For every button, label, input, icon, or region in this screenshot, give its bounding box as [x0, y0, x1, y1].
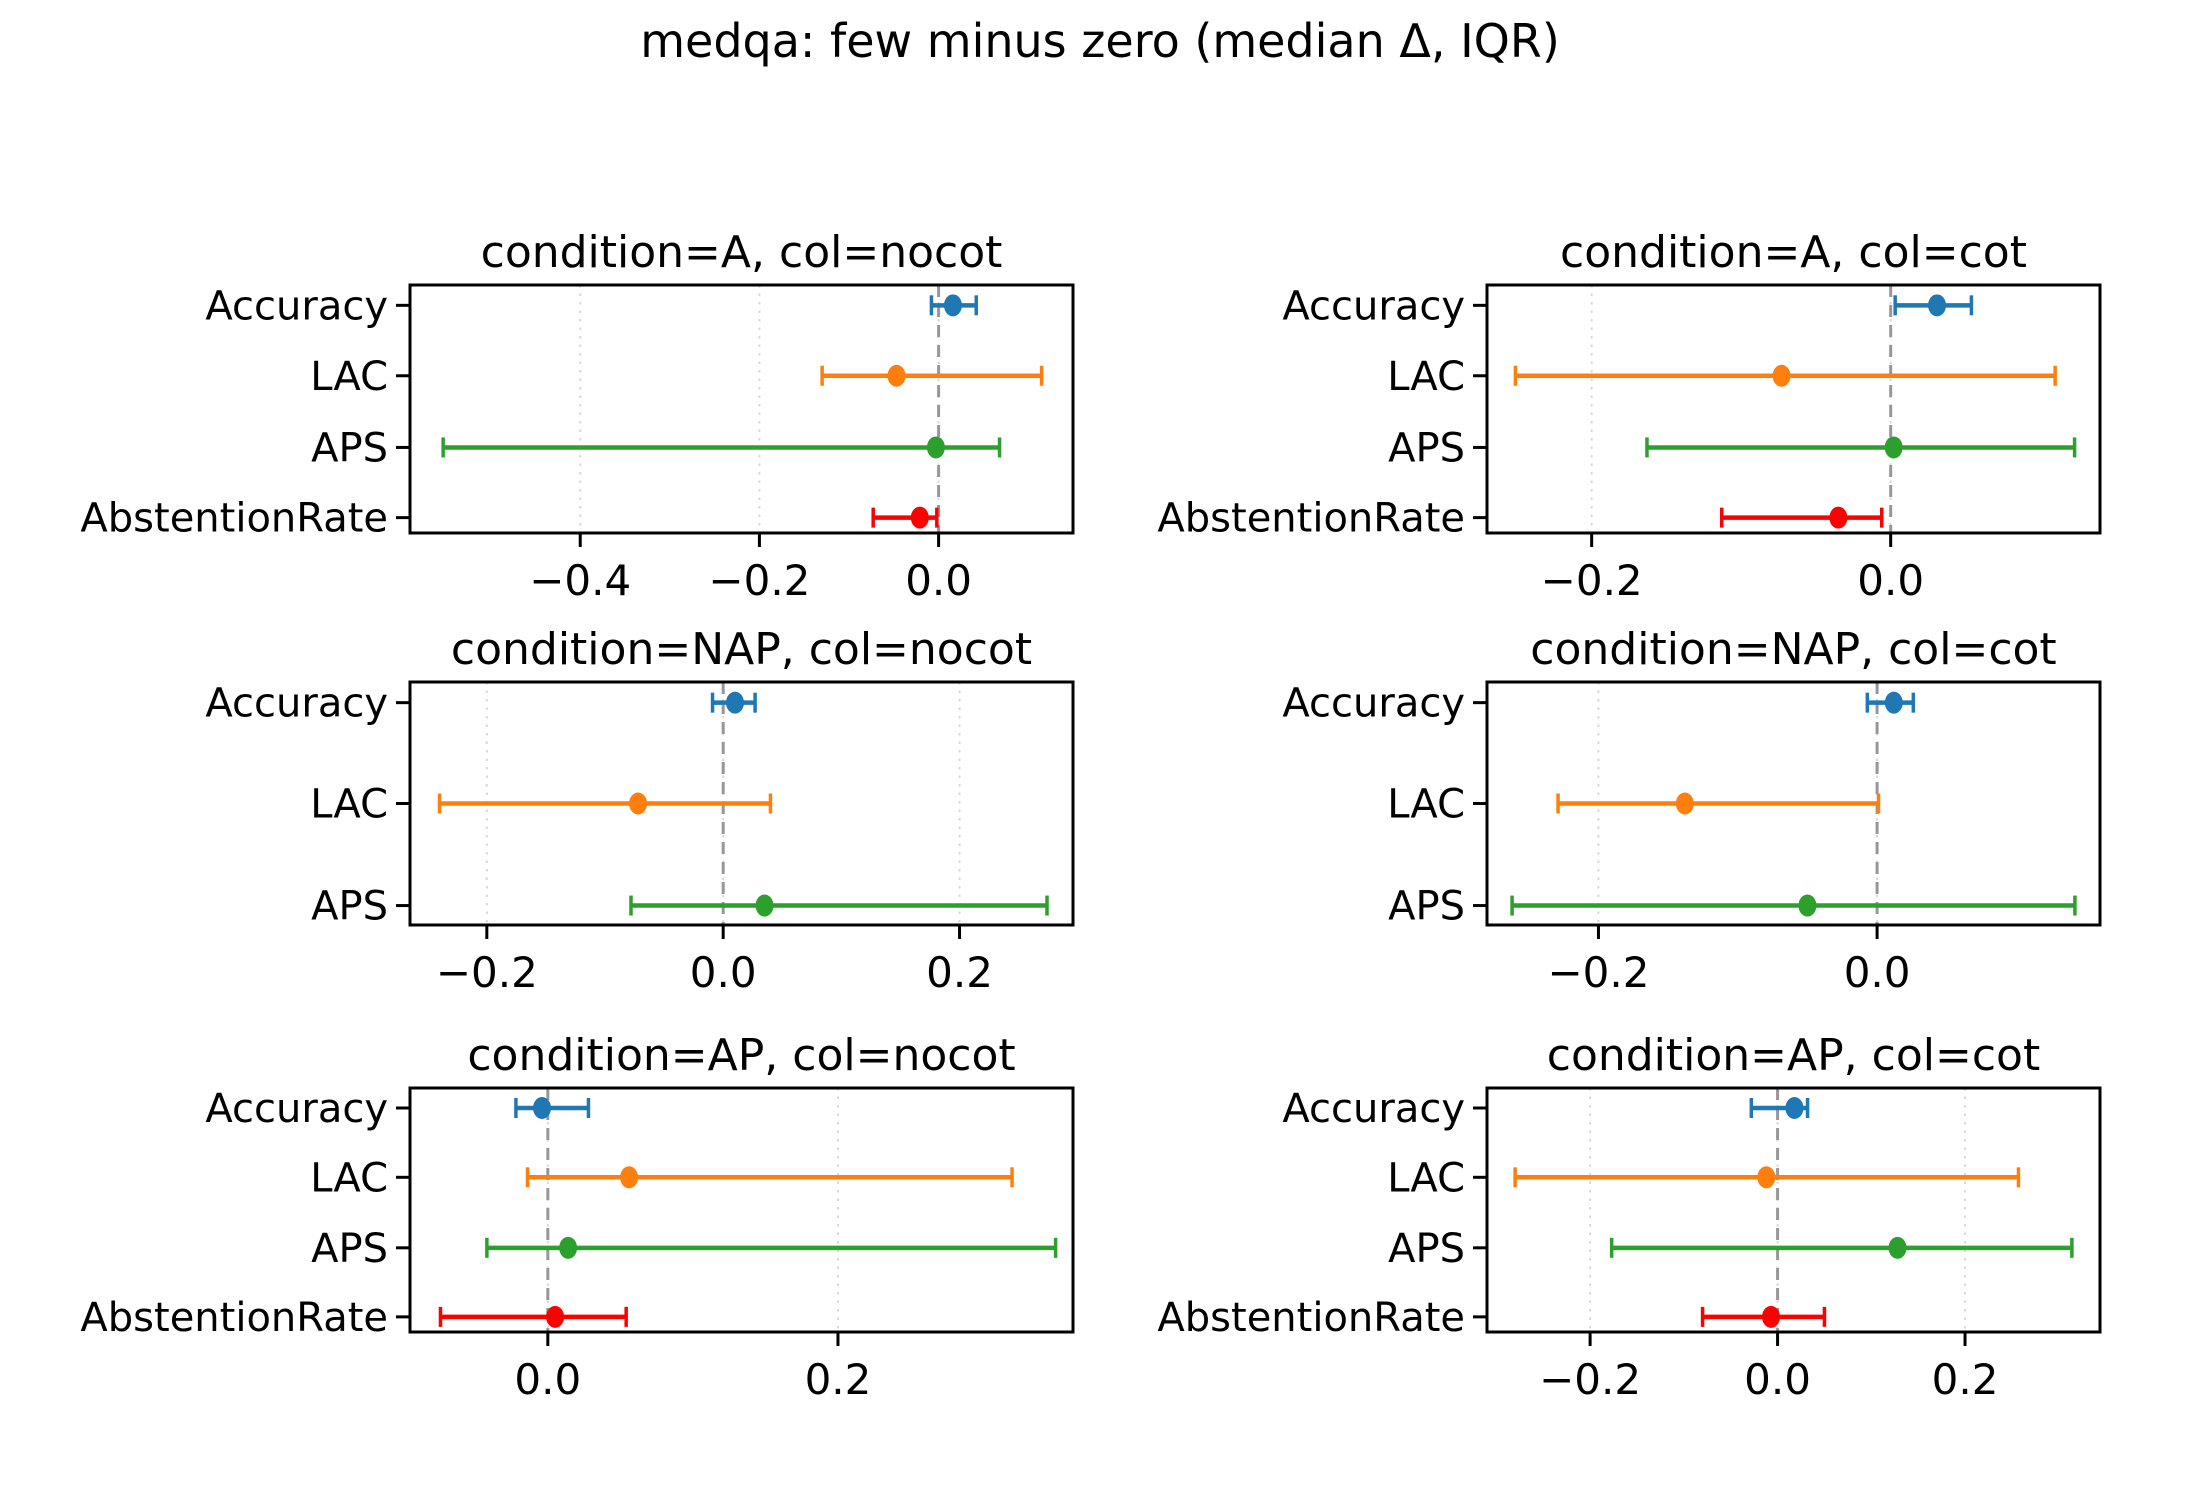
median-marker — [1829, 506, 1848, 529]
x-tick-label: 0.0 — [690, 948, 757, 997]
y-tick-label: AbstentionRate — [1157, 496, 1465, 542]
median-marker — [559, 1236, 578, 1259]
y-tick-label: Accuracy — [1282, 681, 1465, 727]
y-tick-label: LAC — [1387, 354, 1465, 400]
median-marker — [887, 364, 906, 387]
y-tick-label: Accuracy — [205, 283, 388, 329]
median-marker — [1884, 436, 1903, 459]
x-tick-label: −0.2 — [436, 948, 538, 997]
y-tick-label: APS — [311, 1226, 388, 1272]
panel-title: condition=A, col=nocot — [481, 227, 1003, 278]
y-tick-label: LAC — [310, 1155, 388, 1201]
x-tick-label: 0.2 — [926, 948, 993, 997]
y-tick-label: Accuracy — [1282, 283, 1465, 329]
median-marker — [726, 691, 744, 714]
x-tick-label: 0.0 — [514, 1355, 581, 1404]
x-tick-label: 0.2 — [805, 1355, 872, 1404]
y-tick-label: APS — [311, 425, 388, 471]
y-tick-label: APS — [1388, 425, 1465, 471]
y-tick-label: Accuracy — [1282, 1086, 1465, 1132]
panel-title: condition=NAP, col=cot — [1530, 624, 2056, 675]
median-marker — [1675, 792, 1694, 815]
y-tick-label: AbstentionRate — [1157, 1295, 1465, 1341]
y-tick-label: LAC — [310, 354, 388, 400]
median-marker — [1772, 364, 1791, 387]
axes-box — [408, 283, 1075, 535]
median-marker — [755, 894, 774, 917]
x-tick-label: 0.0 — [1844, 948, 1911, 997]
median-marker — [629, 792, 648, 815]
x-tick-label: 0.2 — [1932, 1355, 1999, 1404]
median-marker — [546, 1305, 565, 1328]
median-marker — [1884, 691, 1903, 714]
x-tick-label: −0.4 — [529, 556, 631, 605]
median-marker — [926, 436, 945, 459]
axes-box — [1485, 1086, 2102, 1334]
panel-title: condition=A, col=cot — [1560, 227, 2027, 278]
y-tick-label: Accuracy — [205, 681, 388, 727]
axes-box — [408, 680, 1075, 927]
median-marker — [1928, 294, 1947, 317]
panel-title: condition=AP, col=cot — [1547, 1030, 2040, 1081]
x-tick-label: 0.0 — [905, 556, 972, 605]
y-tick-label: APS — [311, 884, 388, 930]
x-tick-label: 0.0 — [1857, 556, 1924, 605]
median-marker — [1757, 1166, 1776, 1189]
median-marker — [1762, 1305, 1781, 1328]
median-marker — [1888, 1236, 1907, 1259]
y-tick-label: APS — [1388, 884, 1465, 930]
x-tick-label: −0.2 — [1547, 948, 1649, 997]
median-marker — [910, 506, 929, 529]
median-marker — [1798, 894, 1817, 917]
median-marker — [943, 294, 962, 317]
median-marker — [1785, 1097, 1804, 1120]
panel-title: condition=NAP, col=nocot — [451, 624, 1032, 675]
x-tick-label: −0.2 — [1541, 556, 1643, 605]
axes-box — [408, 1086, 1075, 1334]
x-tick-label: −0.2 — [708, 556, 810, 605]
y-tick-label: APS — [1388, 1226, 1465, 1272]
y-tick-label: LAC — [1387, 782, 1465, 828]
axes-box — [1485, 283, 2102, 535]
x-tick-label: 0.0 — [1744, 1355, 1811, 1404]
axes-box — [1485, 680, 2102, 927]
median-marker — [533, 1097, 552, 1120]
panel-title: condition=AP, col=nocot — [467, 1030, 1015, 1081]
y-tick-label: LAC — [1387, 1155, 1465, 1201]
x-tick-label: −0.2 — [1539, 1355, 1641, 1404]
y-tick-label: LAC — [310, 782, 388, 828]
median-marker — [620, 1166, 639, 1189]
y-tick-label: AbstentionRate — [80, 496, 388, 542]
y-tick-label: AbstentionRate — [80, 1295, 388, 1341]
y-tick-label: Accuracy — [205, 1086, 388, 1132]
figure-suptitle: medqa: few minus zero (median Δ, IQR) — [640, 14, 1560, 68]
